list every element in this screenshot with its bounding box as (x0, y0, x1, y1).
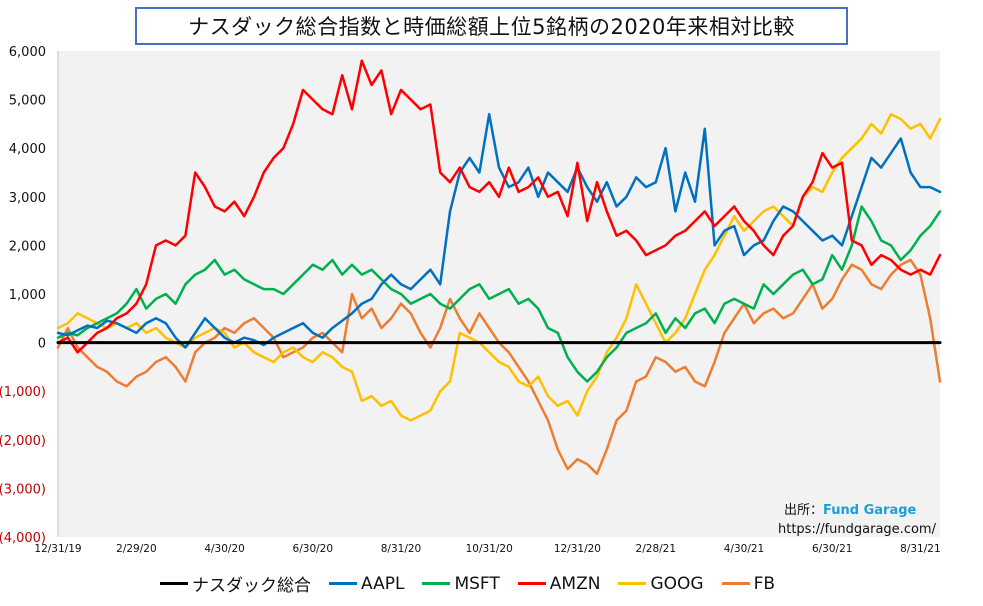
legend-swatch (329, 582, 357, 585)
x-tick-label: 12/31/19 (34, 543, 81, 555)
y-tick-label: 0 (38, 337, 46, 352)
y-tick-label: 3,000 (9, 191, 46, 206)
legend-swatch (422, 582, 451, 585)
legend-item: GOOG (618, 573, 704, 594)
y-tick-label: 6,000 (9, 45, 46, 60)
legend-label: GOOG (650, 573, 704, 594)
source-label: 出所： (784, 503, 824, 518)
y-tick-label: 4,000 (9, 142, 46, 157)
legend-label: AAPL (361, 573, 405, 594)
y-tick-label: (1,000) (0, 385, 46, 400)
legend-item: AAPL (329, 574, 404, 594)
legend-swatch (517, 582, 546, 585)
series-line-MSFT (56, 205, 942, 383)
legend-item: FB (721, 573, 776, 594)
legend-item: AMZN (517, 573, 601, 594)
series-line-AMZN (56, 59, 942, 354)
x-tick-label: 8/31/20 (381, 543, 421, 555)
legend-swatch (618, 582, 647, 585)
x-tick-label: 2/28/21 (636, 543, 676, 555)
x-tick-label: 4/30/21 (724, 543, 764, 555)
x-tick-label: 8/31/21 (900, 543, 940, 555)
x-tick-label: 6/30/21 (812, 543, 852, 555)
legend-swatch (160, 582, 188, 585)
source-url: https://fundgarage.com/ (778, 522, 936, 537)
chart-legend: ナスダック総合 AAPL MSFT AMZN GOOG FB (160, 571, 775, 596)
x-tick-label: 2/29/20 (116, 543, 156, 555)
legend-item: ナスダック総合 (160, 571, 311, 596)
legend-label: ナスダック総合 (192, 576, 311, 596)
y-tick-label: (3,000) (0, 482, 46, 497)
x-tick-label: 6/30/20 (293, 543, 333, 555)
y-tick-label: (4,000) (0, 531, 46, 546)
x-tick-label: 4/30/20 (204, 543, 244, 555)
chart-title: ナスダック総合指数と時価総額上位5銘柄の2020年来相対比較 (188, 15, 795, 39)
source-brand: Fund Garage (823, 503, 917, 518)
legend-label: AMZN (549, 573, 601, 594)
legend-label: MSFT (454, 573, 500, 594)
y-tick-label: 2,000 (9, 239, 46, 254)
source-note: 出所：Fund Garage (784, 499, 916, 518)
y-tick-label: 5,000 (9, 94, 46, 109)
series-line-AAPL (56, 112, 942, 349)
x-tick-label: 12/31/20 (554, 543, 601, 555)
y-tick-label: 1,000 (9, 288, 46, 303)
y-tick-label: (2,000) (0, 434, 46, 449)
chart-title-box: ナスダック総合指数と時価総額上位5銘柄の2020年来相対比較 (135, 7, 848, 45)
legend-swatch (721, 582, 750, 585)
x-tick-label: 10/31/20 (466, 543, 513, 555)
legend-item: MSFT (422, 573, 500, 594)
legend-label: FB (753, 573, 776, 594)
